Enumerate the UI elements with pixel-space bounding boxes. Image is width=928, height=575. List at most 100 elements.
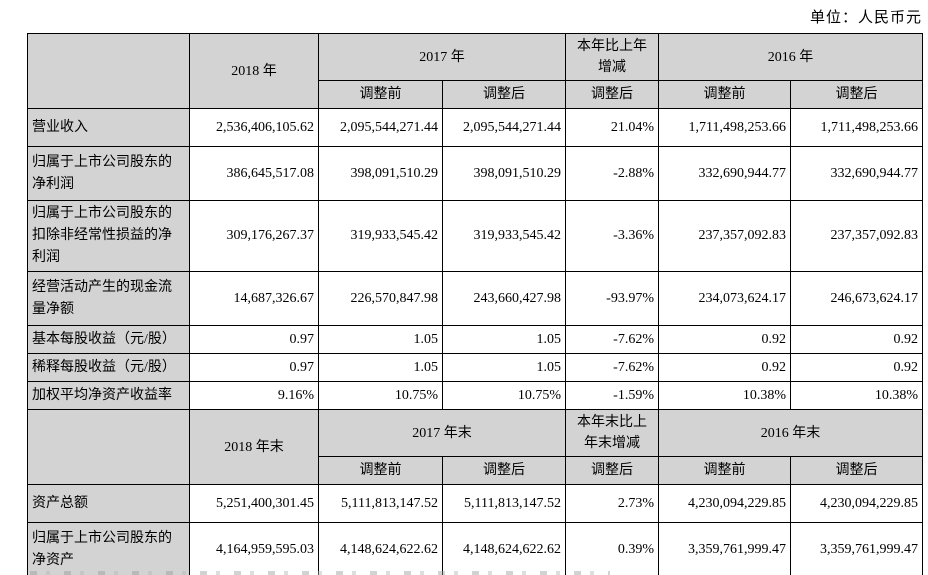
subheader-2017end-after: 调整后 bbox=[442, 456, 566, 485]
cell-value: 10.38% bbox=[790, 381, 923, 410]
cell-value: 398,091,510.29 bbox=[318, 146, 443, 201]
row-label: 基本每股收益（元/股） bbox=[27, 325, 190, 354]
cell-value: 237,357,092.83 bbox=[658, 200, 791, 272]
cell-value: 398,091,510.29 bbox=[442, 146, 566, 201]
section2-header-row1: 2018 年末 2017 年末 本年末比上 年末增减 2016 年末 bbox=[27, 409, 923, 485]
cell-value: 2.73% bbox=[565, 484, 659, 523]
cell-value: 4,230,094,229.85 bbox=[658, 484, 791, 523]
cell-value: 0.92 bbox=[790, 325, 923, 354]
cell-value: 319,933,545.42 bbox=[442, 200, 566, 272]
table-row: 基本每股收益（元/股） 0.97 1.05 1.05 -7.62% 0.92 0… bbox=[27, 325, 923, 354]
row-label: 稀释每股收益（元/股） bbox=[27, 353, 190, 382]
cell-value: 1,711,498,253.66 bbox=[658, 108, 791, 147]
table-row: 归属于上市公司股东的净资产 4,164,959,595.03 4,148,624… bbox=[27, 522, 923, 575]
cell-value: 1,711,498,253.66 bbox=[790, 108, 923, 147]
cell-value: 0.92 bbox=[658, 325, 791, 354]
cell-value: 0.97 bbox=[189, 353, 319, 382]
cell-value: 234,073,624.17 bbox=[658, 271, 791, 326]
cell-value: 0.39% bbox=[565, 522, 659, 575]
cell-value: 1.05 bbox=[442, 353, 566, 382]
subheader-change-after: 调整后 bbox=[565, 80, 659, 109]
table-row: 稀释每股收益（元/股） 0.97 1.05 1.05 -7.62% 0.92 0… bbox=[27, 353, 923, 382]
cell-value: 2,095,544,271.44 bbox=[442, 108, 566, 147]
table-row: 资产总额 5,251,400,301.45 5,111,813,147.52 5… bbox=[27, 484, 923, 523]
row-label: 归属于上市公司股东的扣除非经常性损益的净利润 bbox=[27, 200, 190, 272]
header-2016-end: 2016 年末 bbox=[658, 409, 923, 457]
cell-value: 10.38% bbox=[658, 381, 791, 410]
cell-value: -93.97% bbox=[565, 271, 659, 326]
cell-value: 14,687,326.67 bbox=[189, 271, 319, 326]
cell-value: 4,148,624,622.62 bbox=[318, 522, 443, 575]
cell-value: 332,690,944.77 bbox=[790, 146, 923, 201]
cell-value: 1.05 bbox=[442, 325, 566, 354]
cell-value: 0.92 bbox=[790, 353, 923, 382]
subheader-2016end-after: 调整后 bbox=[790, 456, 923, 485]
cell-value: 3,359,761,999.47 bbox=[658, 522, 791, 575]
section2-header-row2: 调整前 调整后 调整后 调整前 调整后 bbox=[28, 456, 923, 485]
cell-value: 3,359,761,999.47 bbox=[790, 522, 923, 575]
cell-value: -2.88% bbox=[565, 146, 659, 201]
cell-value: 10.75% bbox=[318, 381, 443, 410]
financial-summary-table: 2018 年 2017 年 本年比上年 增减 2016 年 调整前 调整后 调整… bbox=[27, 33, 923, 575]
blank-header-cell bbox=[27, 33, 190, 109]
section1-header-row1: 2018 年 2017 年 本年比上年 增减 2016 年 bbox=[27, 33, 923, 109]
header-2016: 2016 年 bbox=[658, 33, 923, 81]
subheader-2016end-before: 调整前 bbox=[658, 456, 791, 485]
cell-value: 10.75% bbox=[442, 381, 566, 410]
row-label: 加权平均净资产收益率 bbox=[27, 381, 190, 410]
cell-value: -7.62% bbox=[565, 325, 659, 354]
subheader-2017end-before: 调整前 bbox=[318, 456, 443, 485]
row-label: 营业收入 bbox=[27, 108, 190, 147]
cell-value: 1.05 bbox=[318, 325, 443, 354]
section1-header-row2: 调整前 调整后 调整后 调整前 调整后 bbox=[28, 80, 923, 109]
subheader-2016-after: 调整后 bbox=[790, 80, 923, 109]
cell-value: 0.97 bbox=[189, 325, 319, 354]
cell-value: 5,251,400,301.45 bbox=[189, 484, 319, 523]
clipped-text-line bbox=[30, 571, 610, 575]
row-label: 归属于上市公司股东的净利润 bbox=[27, 146, 190, 201]
table-row: 营业收入 2,536,406,105.62 2,095,544,271.44 2… bbox=[27, 108, 923, 147]
cell-value: 5,111,813,147.52 bbox=[318, 484, 443, 523]
cell-value: 243,660,427.98 bbox=[442, 271, 566, 326]
cell-value: -7.62% bbox=[565, 353, 659, 382]
cell-value: 319,933,545.42 bbox=[318, 200, 443, 272]
cell-value: 4,148,624,622.62 bbox=[442, 522, 566, 575]
header-yearend-change: 本年末比上 年末增减 bbox=[565, 409, 659, 457]
table-row: 归属于上市公司股东的净利润 386,645,517.08 398,091,510… bbox=[27, 146, 923, 201]
unit-label: 单位：人民币元 bbox=[809, 10, 922, 26]
header-yoy-change: 本年比上年 增减 bbox=[565, 33, 659, 81]
row-label: 资产总额 bbox=[27, 484, 190, 523]
cell-value: 4,164,959,595.03 bbox=[189, 522, 319, 575]
cell-value: 5,111,813,147.52 bbox=[442, 484, 566, 523]
cell-value: 4,230,094,229.85 bbox=[790, 484, 923, 523]
cell-value: 1.05 bbox=[318, 353, 443, 382]
row-label: 经营活动产生的现金流量净额 bbox=[27, 271, 190, 326]
cell-value: 246,673,624.17 bbox=[790, 271, 923, 326]
cell-value: 237,357,092.83 bbox=[790, 200, 923, 272]
header-2018: 2018 年 bbox=[189, 33, 319, 109]
cell-value: 2,095,544,271.44 bbox=[318, 108, 443, 147]
cell-value: 21.04% bbox=[565, 108, 659, 147]
table-row: 归属于上市公司股东的扣除非经常性损益的净利润 309,176,267.37 31… bbox=[27, 200, 923, 272]
header-2017-end: 2017 年末 bbox=[318, 409, 566, 457]
table-row: 加权平均净资产收益率 9.16% 10.75% 10.75% -1.59% 10… bbox=[27, 381, 923, 410]
subheader-2016-before: 调整前 bbox=[658, 80, 791, 109]
header-2018-end: 2018 年末 bbox=[189, 409, 319, 485]
cell-value: 309,176,267.37 bbox=[189, 200, 319, 272]
header-2017: 2017 年 bbox=[318, 33, 566, 81]
cell-value: 226,570,847.98 bbox=[318, 271, 443, 326]
subheader-2017-before: 调整前 bbox=[318, 80, 443, 109]
cell-value: 386,645,517.08 bbox=[189, 146, 319, 201]
row-label: 归属于上市公司股东的净资产 bbox=[27, 522, 190, 575]
subheader-2017-after: 调整后 bbox=[442, 80, 566, 109]
cell-value: 2,536,406,105.62 bbox=[189, 108, 319, 147]
subheader-change-after: 调整后 bbox=[565, 456, 659, 485]
cell-value: 332,690,944.77 bbox=[658, 146, 791, 201]
cell-value: -1.59% bbox=[565, 381, 659, 410]
blank-header-cell bbox=[27, 409, 190, 485]
cell-value: 0.92 bbox=[658, 353, 791, 382]
table-row: 经营活动产生的现金流量净额 14,687,326.67 226,570,847.… bbox=[27, 271, 923, 326]
cell-value: -3.36% bbox=[565, 200, 659, 272]
cell-value: 9.16% bbox=[189, 381, 319, 410]
